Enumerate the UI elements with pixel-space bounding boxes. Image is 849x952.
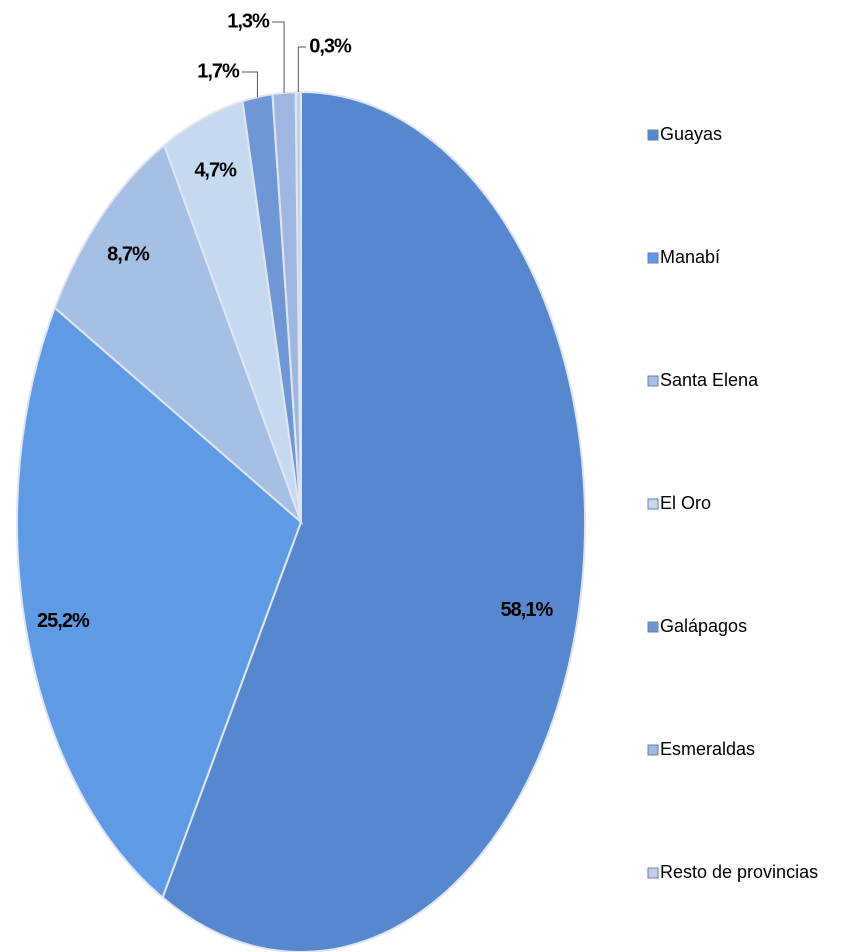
- data-label: 4,7%: [194, 160, 237, 182]
- legend-label: Galápagos: [660, 616, 747, 636]
- leader-line: [272, 21, 285, 93]
- pie-slice: [294, 90, 302, 523]
- legend-label: Guayas: [660, 124, 722, 144]
- pie-slice: [161, 90, 586, 952]
- data-label: 1,7%: [197, 60, 240, 82]
- legend-label: Manabí: [660, 247, 720, 267]
- legend-label: Resto de provincias: [660, 862, 818, 882]
- legend-label: Esmeraldas: [660, 739, 755, 759]
- legend-marker: [647, 621, 659, 633]
- leader-line: [242, 71, 258, 98]
- legend-marker: [647, 129, 659, 141]
- legend-marker: [647, 375, 659, 387]
- legend-label: El Oro: [660, 493, 711, 513]
- legend-label: Santa Elena: [660, 370, 759, 390]
- data-label: 25,2%: [37, 610, 90, 632]
- legend-marker: [647, 252, 659, 264]
- data-label: 58,1%: [501, 599, 554, 621]
- legend-marker: [647, 744, 659, 756]
- legend-marker: [647, 867, 659, 879]
- data-label: 1,3%: [227, 10, 270, 32]
- data-label: 0,3%: [309, 35, 352, 57]
- data-label: 8,7%: [107, 243, 150, 265]
- legend-marker: [647, 498, 659, 510]
- leader-line: [297, 46, 306, 93]
- pie-slice: [16, 306, 303, 900]
- pie-slice: [53, 143, 304, 526]
